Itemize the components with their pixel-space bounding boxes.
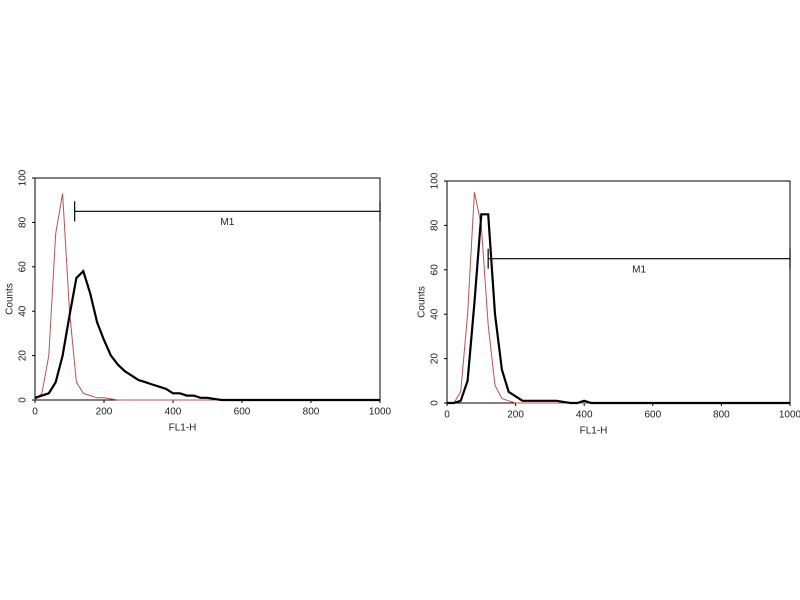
x-tick-label: 200 bbox=[507, 410, 524, 421]
y-tick-label: 40 bbox=[18, 305, 29, 317]
x-tick-label: 600 bbox=[234, 407, 251, 418]
x-tick-label: 400 bbox=[576, 410, 593, 421]
y-tick-label: 20 bbox=[18, 350, 29, 362]
y-tick-label: 80 bbox=[430, 219, 441, 231]
x-tick-label: 800 bbox=[303, 407, 320, 418]
y-tick-label: 60 bbox=[18, 261, 29, 273]
x-tick-label: 0 bbox=[444, 410, 450, 421]
plot-frame bbox=[446, 180, 791, 404]
x-tick-label: 1000 bbox=[779, 410, 800, 421]
x-axis-label: FL1-H bbox=[169, 423, 197, 434]
y-tick-label: 20 bbox=[430, 353, 441, 365]
x-tick-label: 600 bbox=[644, 410, 661, 421]
x-axis-label: FL1-H bbox=[580, 426, 608, 437]
x-tick-label: 800 bbox=[713, 410, 730, 421]
y-axis-label: Counts bbox=[417, 286, 428, 318]
gate-label: M1 bbox=[632, 264, 646, 275]
x-tick-label: 400 bbox=[165, 407, 182, 418]
y-tick-label: 60 bbox=[430, 264, 441, 276]
histogram-line bbox=[447, 191, 790, 404]
x-tick-label: 0 bbox=[32, 407, 38, 418]
y-tick-label: 80 bbox=[18, 216, 29, 228]
histogram-line bbox=[447, 213, 790, 405]
x-tick-label: 1000 bbox=[369, 407, 392, 418]
y-tick-label: 0 bbox=[430, 400, 441, 406]
y-tick-label: 100 bbox=[430, 172, 441, 189]
y-tick-label: 40 bbox=[430, 308, 441, 320]
y-tick-label: 100 bbox=[18, 169, 29, 186]
histogram-line bbox=[34, 193, 380, 401]
x-tick-label: 200 bbox=[96, 407, 113, 418]
gate-label: M1 bbox=[220, 217, 234, 228]
y-axis-label: Counts bbox=[5, 283, 16, 315]
histogram-line bbox=[34, 269, 380, 402]
y-tick-label: 0 bbox=[18, 397, 29, 403]
